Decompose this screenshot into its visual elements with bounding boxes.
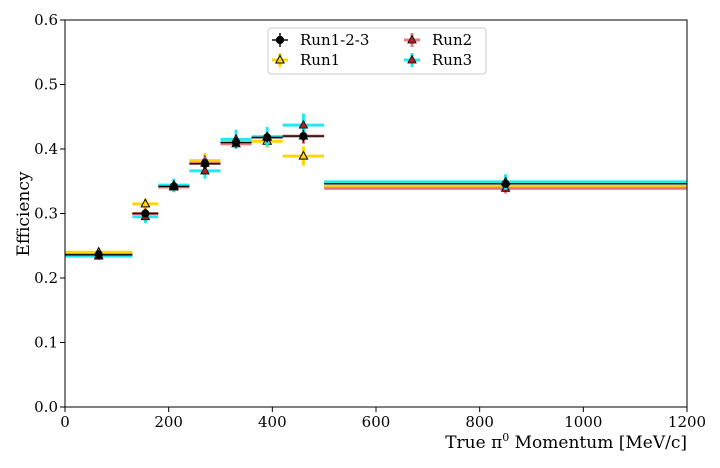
legend-entry-run1: Run1 — [272, 51, 340, 69]
legend-label: Run2 — [432, 31, 472, 49]
x-tick-label: 400 — [258, 413, 287, 431]
legend-marker — [407, 54, 417, 64]
x-tick-label: 200 — [154, 413, 183, 431]
x-axis-title-main: True π — [445, 433, 502, 453]
x-tick-label: 1000 — [564, 413, 602, 431]
marks-layer — [65, 113, 687, 260]
legend-box — [267, 27, 487, 75]
data-point — [231, 138, 241, 147]
legend-marker — [407, 34, 417, 44]
y-tick-label: 0.3 — [34, 205, 58, 223]
x-axis-title-rest: Momentum [MeV/c] — [509, 433, 687, 453]
legend: Run1-2-3 Run1 Run2 Run3 — [267, 27, 487, 75]
data-point — [299, 132, 308, 141]
y-axis-title: Efficiency — [14, 171, 34, 256]
series-run1 — [65, 134, 687, 256]
data-point — [94, 250, 103, 259]
y-tick-label: 0.6 — [34, 11, 58, 29]
data-point — [140, 198, 151, 208]
data-point — [200, 165, 210, 175]
y-tick-label: 0.1 — [34, 334, 58, 352]
data-point — [263, 133, 272, 142]
series-run2 — [65, 128, 687, 259]
y-tick-label: 0.0 — [34, 398, 58, 416]
legend-marker — [275, 54, 285, 64]
data-point — [200, 159, 210, 168]
x-tick-label: 800 — [465, 413, 494, 431]
data-point — [298, 119, 309, 129]
legend-entry-run2: Run2 — [404, 31, 472, 49]
y-tick-label: 0.5 — [34, 76, 58, 94]
x-tick-label: 600 — [362, 413, 391, 431]
series-run1-2-3 — [65, 129, 687, 259]
data-point — [141, 209, 150, 218]
y-tick-label: 0.2 — [34, 269, 58, 287]
legend-entry-run1-2-3: Run1-2-3 — [272, 31, 369, 49]
data-point — [298, 150, 309, 160]
legend-label: Run1 — [300, 51, 340, 69]
x-tick-label: 0 — [60, 413, 70, 431]
data-point — [501, 179, 510, 188]
legend-entry-run3: Run3 — [404, 51, 472, 69]
ticks-layer: 0 200 400 600 800 1000 1200 0.0 0.1 0.2 0.3 0.4 0.5 0… — [34, 11, 706, 431]
legend-marker — [275, 35, 285, 45]
y-tick-label: 0.4 — [34, 140, 58, 158]
x-axis-title-superscript: 0 — [502, 431, 509, 444]
legend-label: Run1-2-3 — [300, 31, 369, 49]
x-axis-title: True π0 Momentum [MeV/c] — [445, 431, 687, 453]
x-tick-label: 1200 — [668, 413, 706, 431]
legend-label: Run3 — [432, 51, 472, 69]
data-point — [169, 182, 178, 191]
